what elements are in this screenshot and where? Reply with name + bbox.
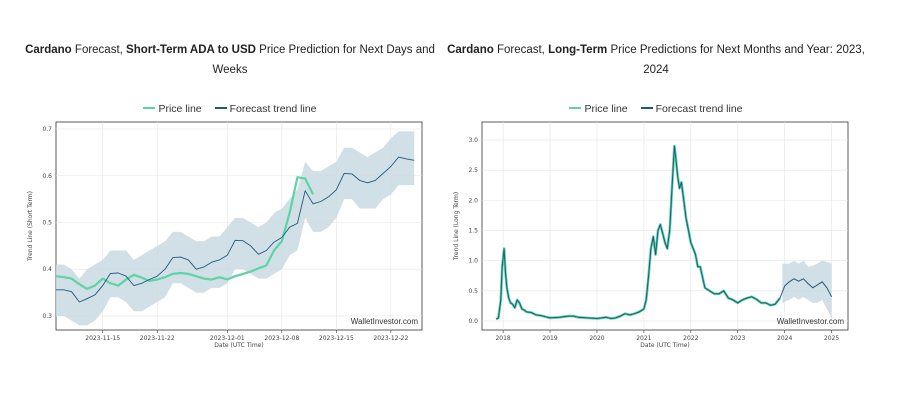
short-term-legend: Price line Forecast trend line [20,103,440,115]
forecast-line-series [495,145,833,320]
title-part: Price Prediction for Next Days and Weeks [212,44,435,76]
confidence-band [782,260,832,318]
x-tick-label: 2023 [730,335,745,342]
long-term-chart: 0.0 0.5 1.0 1.5 2.0 2.5 3.0 2018 2019 2020 2021 202… [453,121,849,349]
y-tick-label: 1.0 [468,258,478,265]
y-axis-label: Trend Line (Short Term) [27,191,34,262]
title-part: Cardano [25,44,72,56]
y-tick-label: 1.5 [468,228,478,235]
title-part: Short-Term ADA to USD [126,44,256,56]
long-term-legend: Price line Forecast trend line [446,103,866,115]
watermark: WalletInvestor.com [351,317,419,326]
legend-item-price[interactable]: Price line [143,103,202,115]
x-axis-label: Date (UTC Time) [214,342,263,349]
y-axis-label: Trend Line (Long Term) [453,192,460,261]
title-part: Forecast, [493,44,549,56]
price-line-swatch [569,106,582,110]
y-tick-label: 0.3 [42,313,52,320]
y-tick-label: 2.5 [468,167,478,174]
x-tick-label: 2023-11-22 [140,335,175,342]
forecast-line-swatch [214,107,227,110]
y-tick-label: 0.5 [42,219,52,226]
forecast-line-swatch [640,107,653,110]
y-tick-label: 0.6 [42,173,52,180]
x-tick-label: 2024 [777,335,792,342]
legend-price-label: Price line [584,103,628,115]
title-part: Forecast, [71,44,127,56]
short-term-panel: Cardano Forecast, Short-Term ADA to USD … [20,0,440,418]
forecast-line-series [56,156,415,303]
long-term-panel: Cardano Forecast, Long-Term Price Predic… [446,0,866,418]
long-term-title: Cardano Forecast, Long-Term Price Predic… [446,40,866,80]
legend-item-forecast[interactable]: Forecast trend line [214,103,317,115]
legend-price-label: Price line [158,103,202,115]
legend-item-price[interactable]: Price line [569,103,628,115]
x-tick-label: 2018 [495,335,510,342]
x-tick-label: 2022 [683,335,698,342]
legend-item-forecast[interactable]: Forecast trend line [640,103,743,115]
watermark: WalletInvestor.com [777,317,845,326]
short-term-title: Cardano Forecast, Short-Term ADA to USD … [20,40,440,80]
x-tick-label: 2023-12-08 [264,335,299,342]
x-tick-label: 2023-12-15 [319,335,354,342]
x-tick-label: 2025 [824,335,839,342]
title-part: Price Predictions for Next Months and Ye… [607,44,865,76]
x-tick-label: 2021 [636,335,651,342]
title-part: Cardano [447,44,494,56]
plot-area [481,121,849,331]
price-line-series [55,176,314,290]
y-tick-label: 2.0 [468,197,478,204]
y-tick-label: 0.0 [468,318,478,325]
x-tick-label: 2023-12-01 [210,335,245,342]
x-tick-label: 2020 [589,335,604,342]
x-axis-label: Date (UTC Time) [640,342,689,349]
y-tick-label: 0.5 [468,288,478,295]
title-part: Long-Term [548,44,608,56]
short-term-chart: 0.3 0.4 0.5 0.6 0.7 2023-11-15 2023-11-22 2023-… [27,121,423,349]
y-tick-label: 0.7 [42,126,52,133]
legend-forecast-label: Forecast trend line [229,103,317,115]
x-tick-label: 2023-12-22 [373,335,408,342]
x-tick-label: 2019 [542,335,557,342]
y-tick-label: 0.4 [42,266,52,273]
confidence-band [56,131,415,326]
y-tick-label: 3.0 [468,137,478,144]
legend-forecast-label: Forecast trend line [655,103,743,115]
x-tick-label: 2023-11-15 [85,335,120,342]
price-line-swatch [143,106,156,110]
